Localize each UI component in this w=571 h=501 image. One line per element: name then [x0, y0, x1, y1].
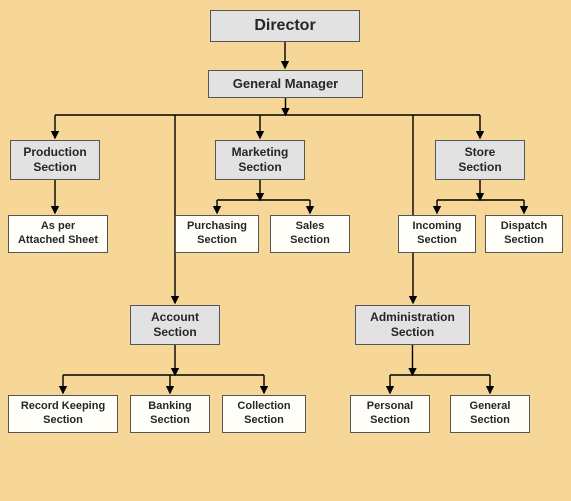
node-dispatch: Dispatch Section	[485, 215, 563, 253]
node-banking: Banking Section	[130, 395, 210, 433]
node-asper: As per Attached Sheet	[8, 215, 108, 253]
node-incoming: Incoming Section	[398, 215, 476, 253]
node-mkt: Marketing Section	[215, 140, 305, 180]
org-chart: Director General Manager Production Sectio…	[0, 0, 571, 501]
node-acct: Account Section	[130, 305, 220, 345]
node-prod: Production Section	[10, 140, 100, 180]
node-collect: Collection Section	[222, 395, 306, 433]
node-record: Record Keeping Section	[8, 395, 118, 433]
node-sales: Sales Section	[270, 215, 350, 253]
node-gm: General Manager	[208, 70, 363, 98]
node-director: Director	[210, 10, 360, 42]
node-store: Store Section	[435, 140, 525, 180]
node-personal: Personal Section	[350, 395, 430, 433]
node-purchase: Purchasing Section	[175, 215, 259, 253]
node-general: General Section	[450, 395, 530, 433]
node-admin: Administration Section	[355, 305, 470, 345]
